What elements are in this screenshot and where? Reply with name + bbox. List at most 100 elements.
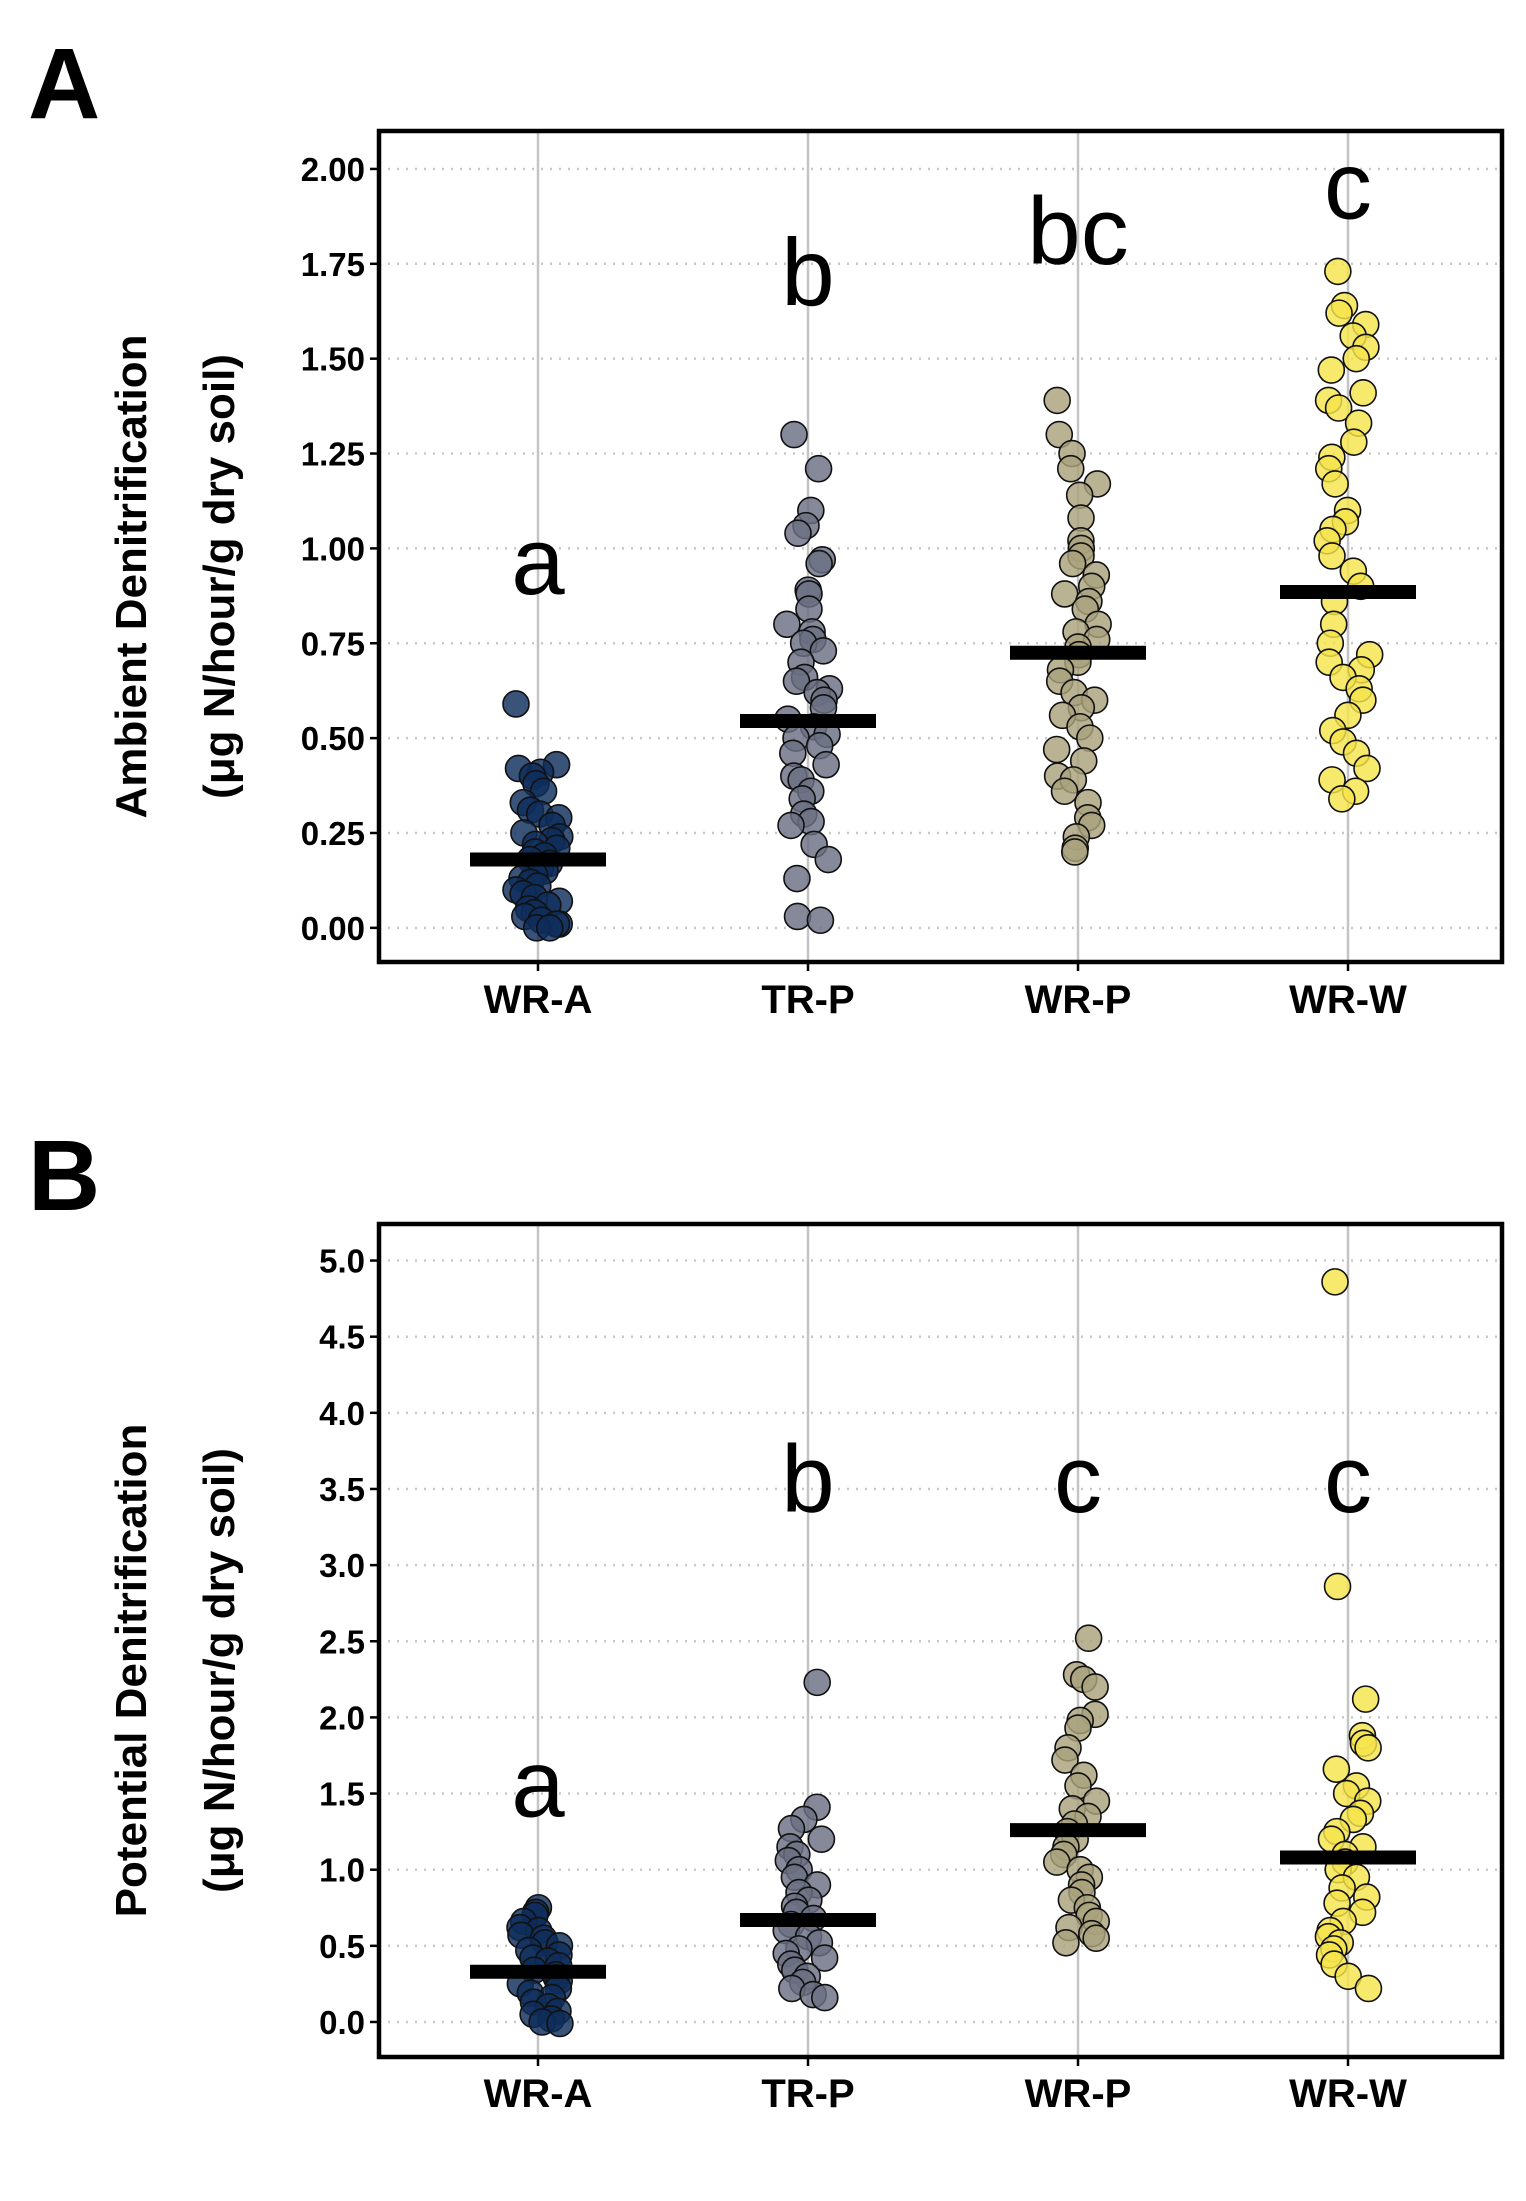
y-tick-label: 1.50: [301, 341, 365, 378]
data-point: [806, 906, 835, 935]
data-point: [502, 690, 530, 718]
panel-a: A 0.00 0.25 0.50 0.75 1.00 1.25 1.50 1.75 2.00 a b b…: [28, 28, 1505, 1022]
y-tick-label: 3.0: [319, 1547, 365, 1584]
panel-b: B 0.0 0.5 1.0 1.5 2.0 2.5 3.0 3.5 4.0 4.5 5.0 a b c c WR…: [28, 1120, 1505, 2116]
y-tick-label: 0.5: [319, 1928, 365, 1965]
data-point: [1324, 394, 1353, 422]
data-point: [809, 637, 838, 665]
data-point: [546, 2009, 574, 2038]
x-tick-label: WR-A: [484, 978, 593, 1022]
data-point: [1322, 1755, 1351, 1783]
data-point: [1325, 299, 1353, 327]
data-point: [1318, 542, 1346, 570]
y-tick-label: 0.0: [319, 2004, 365, 2041]
series-wr-a: [502, 690, 574, 942]
data-point: [1082, 1924, 1110, 1953]
significance-letter: b: [781, 220, 834, 327]
data-point: [812, 750, 840, 779]
y-tick-label: 4.5: [319, 1319, 365, 1356]
data-point: [1076, 724, 1104, 752]
panel-label: B: [28, 1120, 100, 1232]
data-point: [1074, 1624, 1103, 1653]
y-tick-label: 0.50: [301, 720, 365, 757]
series-wr-p: [1043, 1624, 1111, 1957]
y-tick-label: 2.5: [319, 1623, 365, 1660]
x-tick-label: WR-P: [1025, 978, 1132, 1022]
data-point: [773, 610, 801, 639]
y-axis-label: Ambient Denitrification: [107, 334, 156, 818]
y-tick-label: 2.0: [319, 1699, 365, 1736]
data-point: [1321, 1268, 1349, 1296]
data-point: [1323, 1572, 1352, 1601]
data-point: [795, 595, 823, 623]
data-point: [814, 845, 843, 874]
data-point: [1052, 1928, 1080, 1957]
data-point: [1081, 1673, 1109, 1701]
x-tick-label: TR-P: [761, 978, 854, 1022]
data-point: [804, 454, 833, 483]
significance-letter: b: [781, 1426, 834, 1533]
y-tick-label: 0.25: [301, 815, 365, 852]
y-tick-label: 1.5: [319, 1776, 365, 1813]
data-point: [1354, 1974, 1383, 2003]
data-point: [780, 420, 808, 449]
series-wr-p: [1042, 386, 1112, 866]
x-tick-label: TR-P: [761, 2072, 854, 2116]
data-point: [783, 902, 812, 931]
significance-letter: c: [1324, 1426, 1372, 1533]
data-point: [1324, 257, 1352, 286]
y-tick-label: 3.5: [319, 1471, 365, 1508]
data-point: [784, 519, 812, 548]
data-point: [1328, 785, 1356, 813]
y-tick-label: 2.00: [301, 151, 365, 188]
data-point: [1051, 1746, 1079, 1774]
data-point: [1045, 420, 1074, 449]
significance-letter: a: [511, 1730, 565, 1837]
series-tr-p: [772, 1668, 839, 2012]
data-point: [1317, 356, 1346, 384]
data-point: [1351, 1685, 1380, 1713]
data-point: [1321, 470, 1349, 498]
data-point: [1340, 428, 1368, 456]
data-point: [803, 1668, 831, 1697]
data-point: [1342, 344, 1371, 373]
panel-label: A: [28, 28, 100, 140]
y-tick-label: 0.75: [301, 625, 365, 662]
data-point: [1061, 838, 1089, 866]
y-tick-label: 4.0: [319, 1395, 365, 1432]
data-point: [1354, 1734, 1382, 1762]
y-tick-label: 1.0: [319, 1852, 365, 1889]
data-point: [1050, 777, 1079, 806]
significance-letter: c: [1054, 1426, 1102, 1533]
data-point: [1056, 454, 1085, 483]
data-point: [810, 1983, 839, 2012]
significance-letter: a: [511, 508, 565, 615]
y-axis-label: Potential Denitrification: [107, 1424, 156, 1918]
data-point: [777, 811, 805, 840]
y-tick-label: 1.25: [301, 436, 365, 473]
series-wr-w: [1313, 257, 1384, 813]
significance-letter: bc: [1027, 178, 1128, 285]
significance-letter: c: [1324, 132, 1372, 239]
plot-frame: [376, 1221, 1505, 2060]
data-point: [1043, 386, 1071, 415]
y-tick-label: 1.00: [301, 530, 365, 567]
data-point: [1334, 1962, 1362, 1991]
data-point: [1058, 549, 1087, 578]
data-point: [1353, 754, 1381, 783]
data-point: [1042, 735, 1071, 764]
data-point: [1043, 1848, 1071, 1876]
data-point: [805, 549, 833, 578]
data-point: [536, 914, 564, 942]
data-point: [807, 1825, 836, 1854]
x-tick-label: WR-A: [484, 2072, 593, 2116]
y-tick-label: 1.75: [301, 246, 365, 283]
y-tick-label: 5.0: [319, 1243, 365, 1280]
y-axis-label-units: (μg N/hour/g dry soil): [195, 1448, 244, 1893]
x-tick-label: WR-P: [1025, 2072, 1132, 2116]
y-tick-label: 0.00: [301, 910, 365, 947]
data-point: [783, 864, 811, 893]
x-tick-label: WR-W: [1289, 978, 1407, 1022]
plot-frame: [376, 128, 1505, 965]
